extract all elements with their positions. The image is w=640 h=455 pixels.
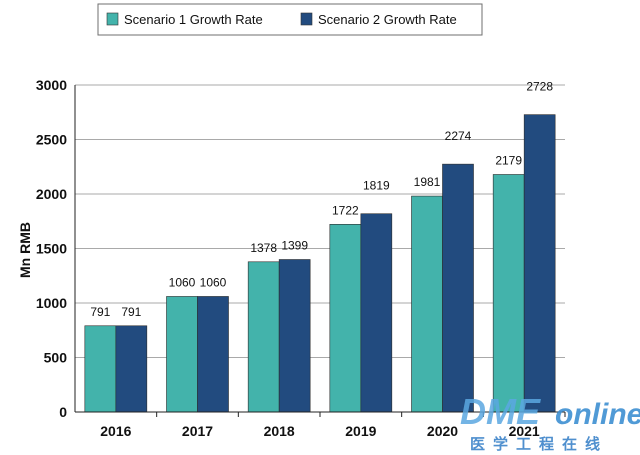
bar-series-2	[523, 114, 556, 413]
data-label-series-2: 2728	[526, 80, 553, 94]
x-tick-label: 2016	[100, 423, 131, 439]
bar-series-1	[492, 174, 525, 413]
bar-series-1	[166, 296, 198, 413]
bar-series-2	[115, 325, 148, 413]
bar-series-2	[442, 163, 474, 413]
legend-box	[97, 3, 483, 36]
x-tick-label: 2017	[182, 423, 213, 439]
data-label-series-1: 1981	[414, 175, 441, 189]
y-tick-label: 2000	[36, 186, 67, 202]
y-axis-label: Mn RMB	[17, 222, 33, 278]
bar-series-2	[278, 259, 311, 413]
watermark-brand: DME	[460, 391, 541, 432]
y-tick-label: 0	[59, 404, 67, 420]
x-tick-label: 2020	[427, 423, 458, 439]
bar-series-1	[84, 325, 117, 413]
tick-labels: 0 500 1000 1500 2000 2500 3000 2016 2017 2018 2019…	[36, 77, 540, 439]
data-label-series-1: 791	[90, 305, 110, 319]
data-label-series-2: 1819	[363, 179, 390, 193]
y-tick-label: 1000	[36, 295, 67, 311]
axes	[74, 85, 566, 417]
data-label-series-2: 791	[121, 305, 141, 319]
x-tick-label: 2019	[345, 423, 376, 439]
legend: Scenario 1 Growth Rate Scenario 2 Growth…	[97, 3, 483, 36]
x-tick-label: 2021	[509, 423, 540, 439]
data-label-series-2: 2274	[445, 129, 472, 143]
bar-series-1	[329, 224, 362, 413]
watermark-logo: DME online 医学工程在线	[460, 391, 640, 453]
y-tick-label: 1500	[36, 241, 67, 257]
watermark-subtitle: 医学工程在线	[470, 435, 608, 453]
legend-swatch-series-2	[300, 12, 313, 26]
gridlines	[75, 84, 565, 358]
watermark-brand-suffix: online	[555, 398, 640, 431]
y-tick-label: 500	[44, 350, 68, 366]
data-label-series-2: 1399	[281, 239, 308, 253]
bar-series-2	[360, 213, 393, 413]
data-label-series-1: 2179	[495, 153, 522, 167]
bar-series-2	[197, 296, 229, 413]
y-tick-label: 2500	[36, 132, 67, 148]
legend-label-series-1: Scenario 1 Growth Rate	[124, 12, 263, 27]
legend-label-series-2: Scenario 2 Growth Rate	[318, 12, 457, 27]
data-label-series-1: 1722	[332, 203, 359, 217]
data-label-series-1: 1378	[250, 241, 277, 255]
bar-series-1	[411, 195, 443, 413]
data-label-series-2: 1060	[200, 275, 227, 289]
x-tick-label: 2018	[264, 423, 295, 439]
y-tick-label: 3000	[36, 77, 67, 93]
data-labels: 791 791 1060 1060 1378 1399 1722 1819 1981 2274 21…	[90, 80, 553, 319]
legend-swatch-series-1	[106, 12, 119, 26]
data-label-series-1: 1060	[169, 275, 196, 289]
bars	[84, 114, 556, 413]
bar-series-1	[247, 261, 280, 413]
